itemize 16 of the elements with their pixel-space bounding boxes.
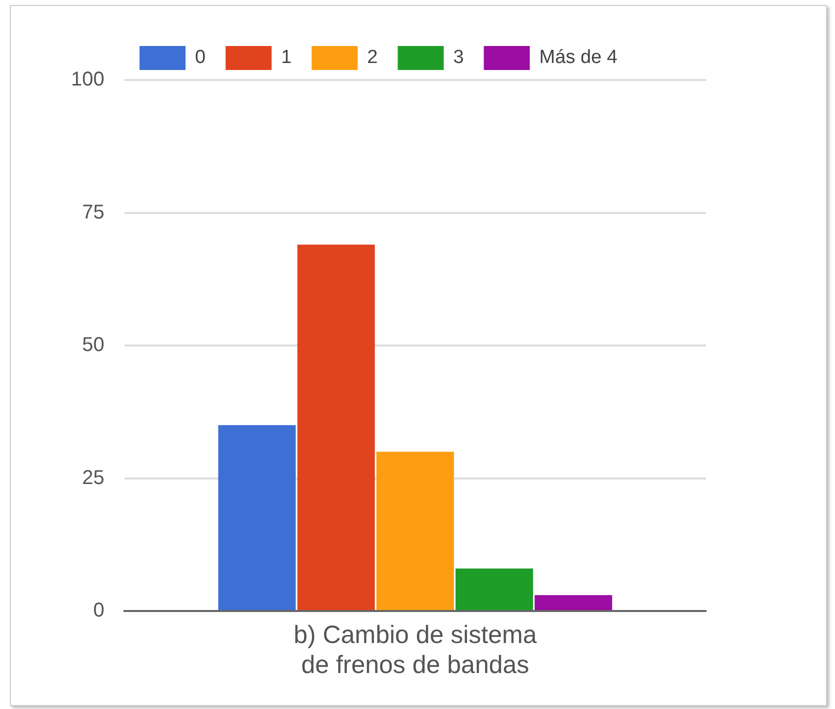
y-tick-label: 25 (82, 466, 104, 489)
bar (297, 244, 375, 610)
bar (456, 568, 534, 610)
y-tick-label: 0 (93, 600, 104, 622)
y-tick-label: 75 (82, 201, 104, 224)
y-tick-label: 50 (82, 334, 104, 356)
bar (376, 452, 454, 610)
legend-label: Más de 4 (539, 47, 618, 68)
legend-label: 1 (281, 47, 292, 68)
bar (534, 595, 612, 610)
y-tick-label: 100 (70, 68, 104, 91)
legend-label: 0 (195, 47, 206, 68)
bar (218, 425, 296, 610)
legend-label: 2 (367, 47, 378, 68)
legend-label: 3 (453, 47, 464, 68)
x-tick-label: b) Cambio de sistema de frenos de bandas (294, 620, 537, 679)
